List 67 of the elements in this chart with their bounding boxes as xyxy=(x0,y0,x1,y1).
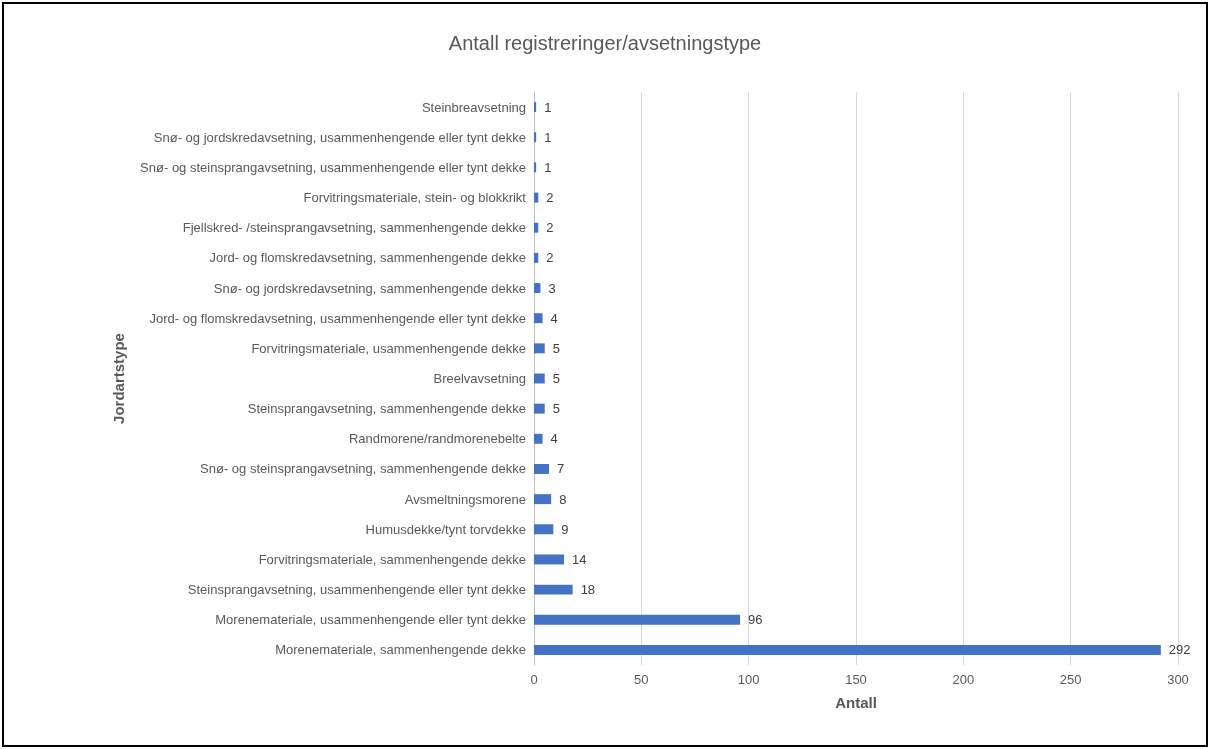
bar xyxy=(534,132,537,143)
x-tick-label: 200 xyxy=(952,672,975,687)
bar xyxy=(534,554,565,565)
bar xyxy=(534,644,1161,655)
y-axis-title: Jordartstype xyxy=(110,333,127,424)
bar xyxy=(534,494,552,505)
data-label: 9 xyxy=(561,521,569,537)
y-tick-label: Breelvavsetning xyxy=(433,371,526,386)
y-tick-label: Snø- og steinsprangavsetning, sammenhengende dekke xyxy=(200,461,526,477)
y-tick-label: Snø- og jordskredavsetning, sammenhengende dekke xyxy=(213,280,526,296)
y-tick-label: Morenemateriale, usammenhengende eller tynt dekke xyxy=(215,612,526,628)
y-tick-label: Forvitringsmateriale, stein- og blokkrikt xyxy=(303,190,527,206)
data-label: 1 xyxy=(544,129,552,145)
data-label: 4 xyxy=(550,310,558,326)
y-tick-label: Jord- og flomskredavsetning, usammenhengende eller tynt dekke xyxy=(149,310,526,326)
data-label: 3 xyxy=(548,280,556,296)
data-label: 5 xyxy=(552,340,560,356)
x-tick-label: 150 xyxy=(845,672,867,687)
y-tick-label: Randmorene/randmorenebelte xyxy=(348,431,526,447)
data-label: 1 xyxy=(544,99,552,115)
data-label: 96 xyxy=(748,612,763,628)
y-tick-label: Morenemateriale, sammenhengende dekke xyxy=(275,642,526,658)
bar xyxy=(534,313,543,324)
bar xyxy=(534,433,543,444)
bar xyxy=(534,252,539,263)
bar xyxy=(534,102,537,113)
data-label: 7 xyxy=(557,461,565,477)
bar xyxy=(534,614,741,625)
bar xyxy=(534,222,539,233)
chart-title: Antall registreringer/avsetningstype xyxy=(448,32,762,54)
x-axis-title: Antall xyxy=(835,694,877,711)
y-tick-label: Steinsprangavsetning, sammenhengende dekke xyxy=(247,401,526,417)
bar xyxy=(534,283,541,293)
data-label: 5 xyxy=(552,401,560,417)
bar xyxy=(534,162,537,173)
bar xyxy=(534,524,554,535)
data-label: 4 xyxy=(550,431,558,447)
y-tick-label: Avsmeltningsmorene xyxy=(404,491,526,507)
y-tick-label: Snø- og steinsprangavsetning, usammenhengende eller tynt dekke xyxy=(140,159,526,175)
y-tick-label: Steinbreavsetning xyxy=(421,99,526,115)
y-tick-label: Jord- og flomskredavsetning, sammenhengende dekke xyxy=(209,250,526,266)
bar xyxy=(534,464,550,474)
bar xyxy=(534,192,539,203)
x-tick-label: 0 xyxy=(530,672,538,687)
x-tick-label: 100 xyxy=(737,672,760,687)
data-label: 1 xyxy=(544,159,552,175)
data-label: 2 xyxy=(546,250,554,266)
y-tick-label: Fjellskred- /steinsprangavsetning, sammenhengende dekke xyxy=(182,220,526,236)
data-label: 8 xyxy=(559,491,567,507)
bar xyxy=(534,343,545,354)
data-label: 292 xyxy=(1168,642,1191,658)
bar xyxy=(534,584,573,595)
data-label: 2 xyxy=(546,190,554,206)
y-tick-label: Steinsprangavsetning, usammenhengende eller tynt dekke xyxy=(187,582,526,598)
data-label: 2 xyxy=(546,220,554,236)
y-tick-label: Humusdekke/tynt torvdekke xyxy=(365,521,526,537)
y-tick-label: Forvitringsmateriale, usammenhengende dekke xyxy=(251,340,526,356)
data-label: 5 xyxy=(552,371,560,386)
y-tick-label: Snø- og jordskredavsetning, usammenhengende eller tynt dekke xyxy=(153,129,526,145)
bar xyxy=(534,373,545,384)
data-label: 14 xyxy=(572,551,587,567)
x-tick-label: 300 xyxy=(1167,672,1189,687)
y-tick-label: Forvitringsmateriale, sammenhengende dekke xyxy=(258,551,526,567)
x-tick-label: 250 xyxy=(1059,672,1082,687)
data-label: 18 xyxy=(580,582,596,598)
bar xyxy=(534,403,545,414)
x-tick-label: 50 xyxy=(634,672,649,687)
